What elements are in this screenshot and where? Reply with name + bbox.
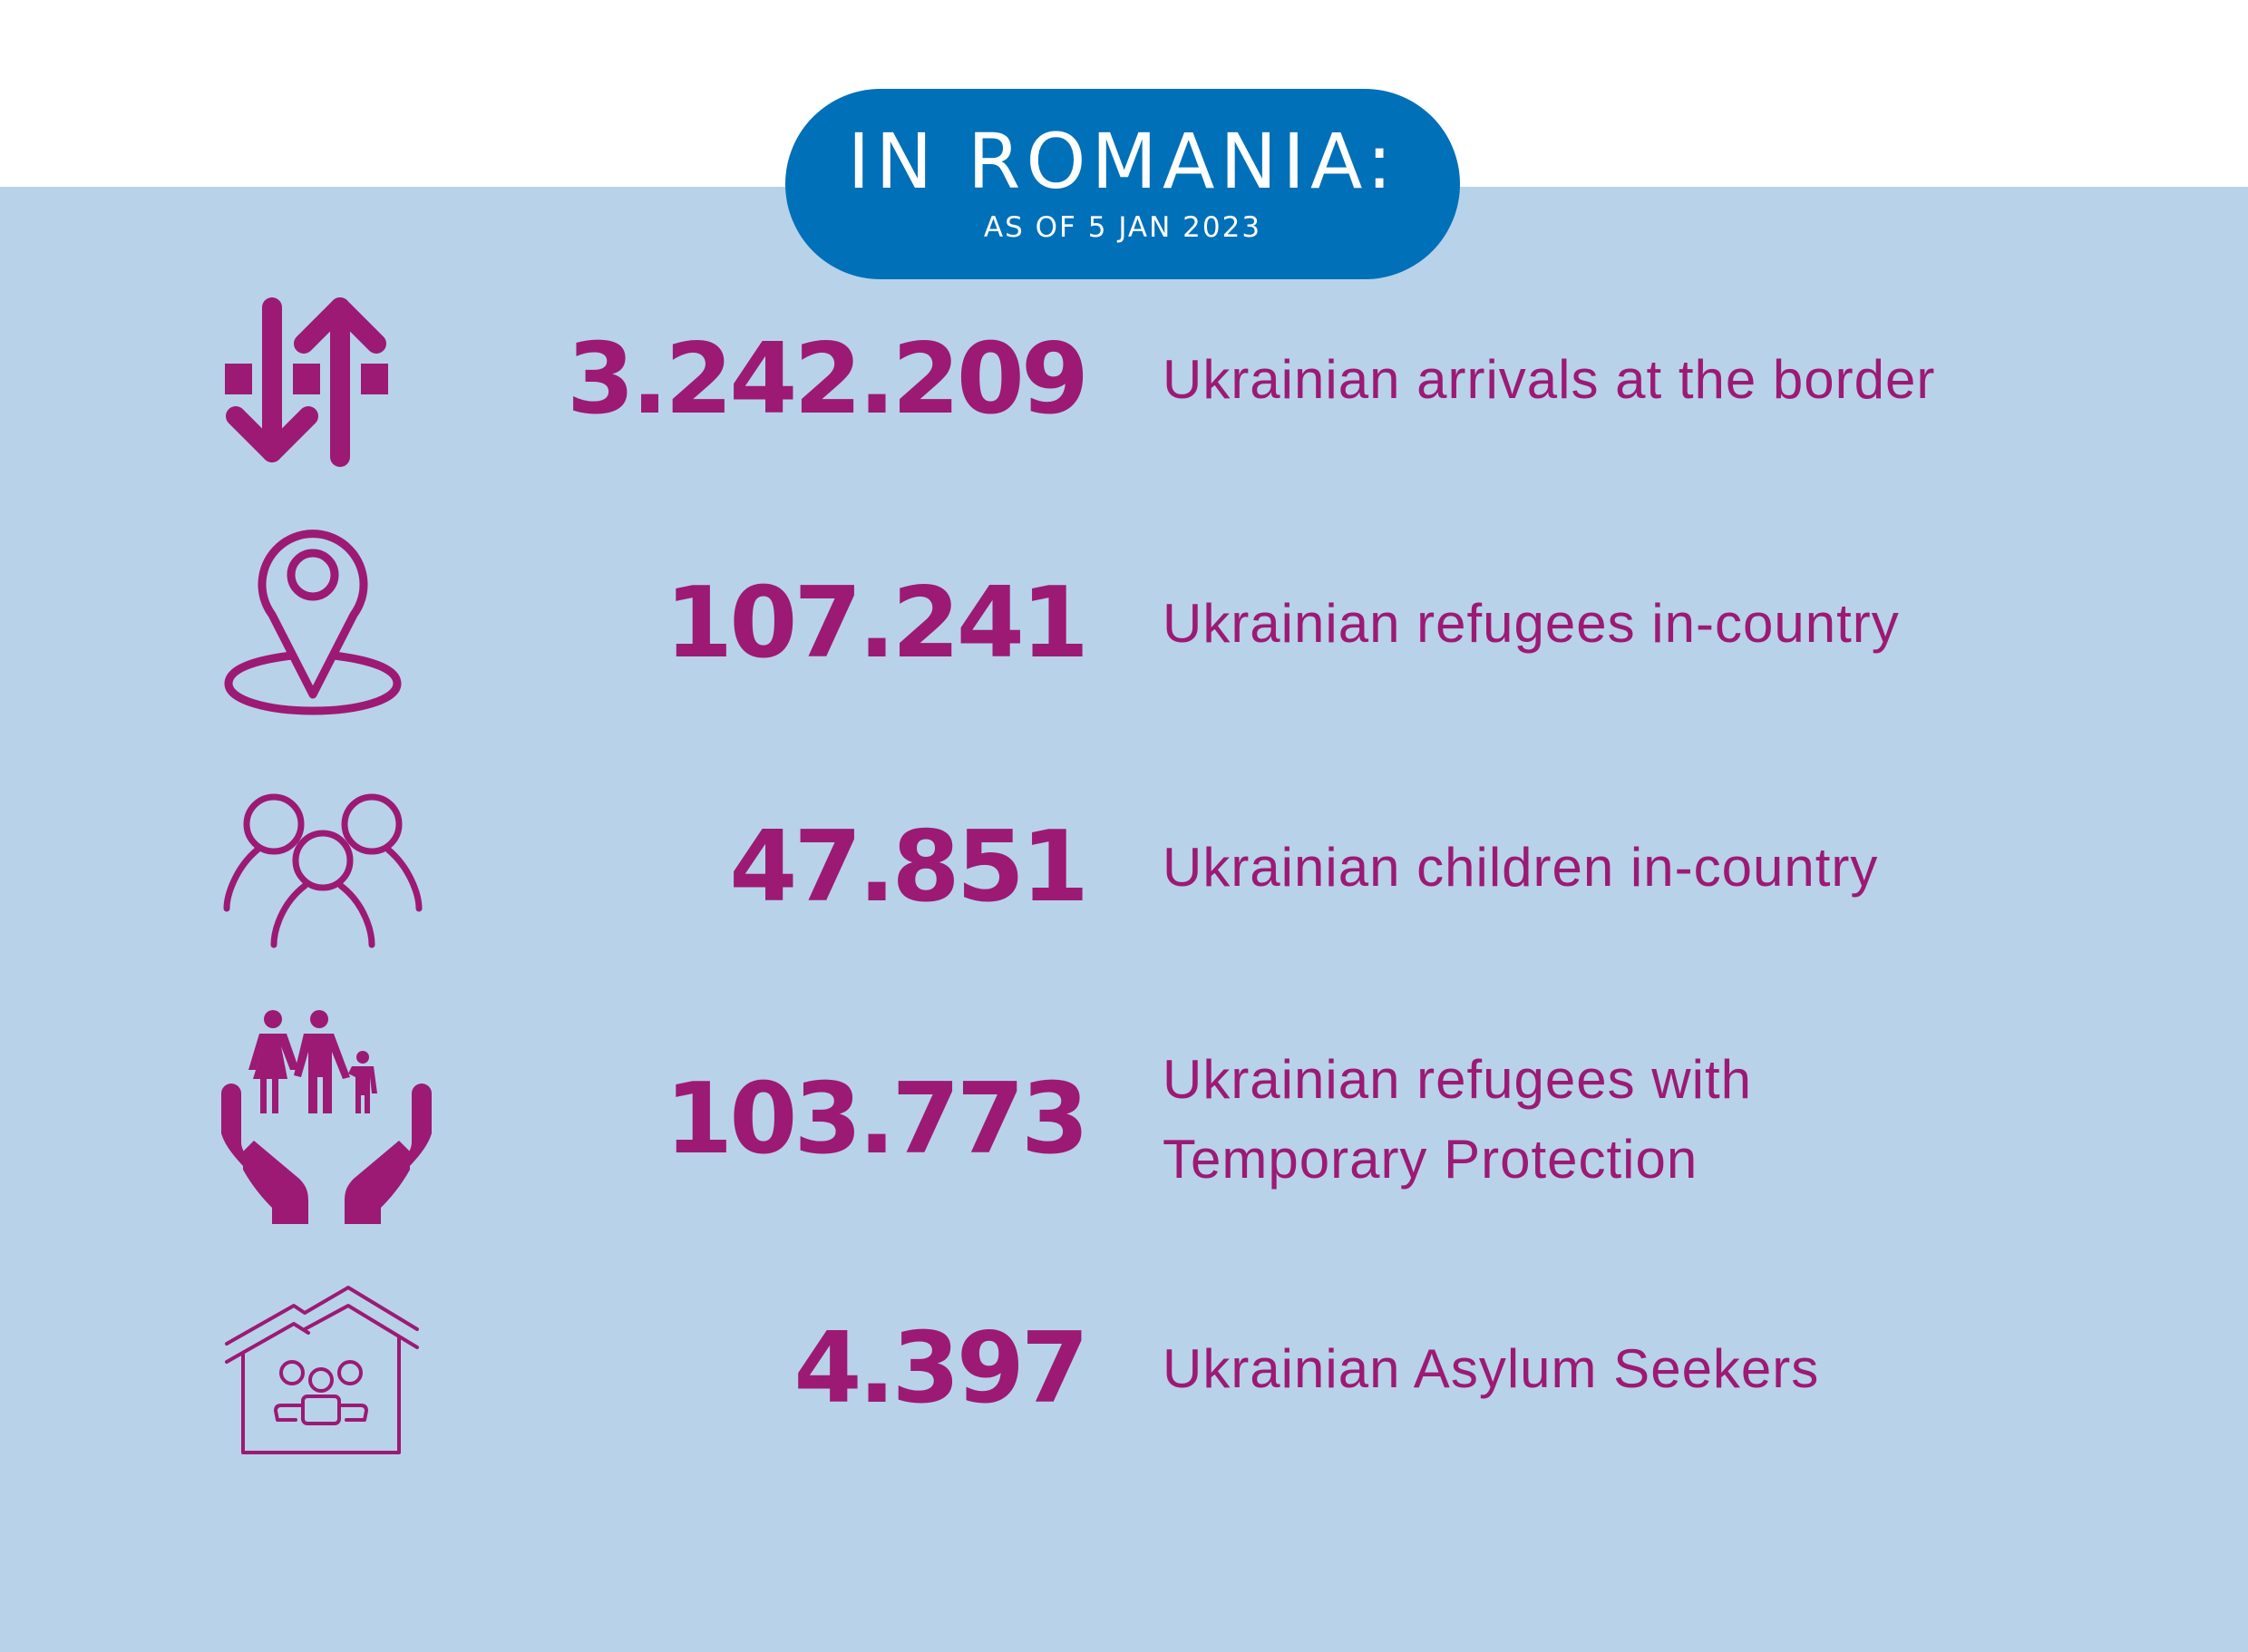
stat-value: 47.851 <box>729 811 1089 924</box>
stat-value: 107.241 <box>665 567 1089 680</box>
children-group-icon <box>218 759 435 977</box>
page-title: IN ROMANIA: <box>847 117 1398 206</box>
stat-value: 3.242.209 <box>566 323 1089 436</box>
stat-label-line2: Temporary Protection <box>1163 1129 1698 1190</box>
date-subtitle: AS OF 5 JAN 2023 <box>983 211 1262 244</box>
stat-row-arrivals: 3.242.209 Ukrainian arrivals at the bord… <box>0 271 2248 489</box>
family-in-hands-icon <box>218 1006 435 1224</box>
stat-label-line1: Ukrainian refugees with <box>1163 1049 1752 1110</box>
stat-label: Ukrainian Asylum Seekers <box>1163 1338 1820 1399</box>
stat-label: Ukrainian refugees with Temporary Protec… <box>1163 1040 1752 1200</box>
stat-row-children: 47.851 Ukrainian children in-country <box>0 759 2248 977</box>
stat-value: 4.397 <box>793 1312 1089 1425</box>
arrows-up-down-icon <box>218 271 435 489</box>
stat-value: 103.773 <box>665 1063 1089 1176</box>
map-pin-icon <box>218 515 435 733</box>
header-pill: IN ROMANIA: AS OF 5 JAN 2023 <box>785 89 1460 279</box>
stat-row-refugees: 107.241 Ukrainian refugees in-country <box>0 515 2248 733</box>
stat-row-temporary-protection: 103.773 Ukrainian refugees with Temporar… <box>0 1006 2248 1233</box>
stat-label: Ukrainian arrivals at the border <box>1163 349 1936 410</box>
stat-label: Ukrainian refugees in-country <box>1163 593 1900 654</box>
house-family-icon <box>218 1260 435 1478</box>
stat-label: Ukrainian children in-country <box>1163 837 1879 898</box>
stat-row-asylum: 4.397 Ukrainian Asylum Seekers <box>0 1260 2248 1478</box>
